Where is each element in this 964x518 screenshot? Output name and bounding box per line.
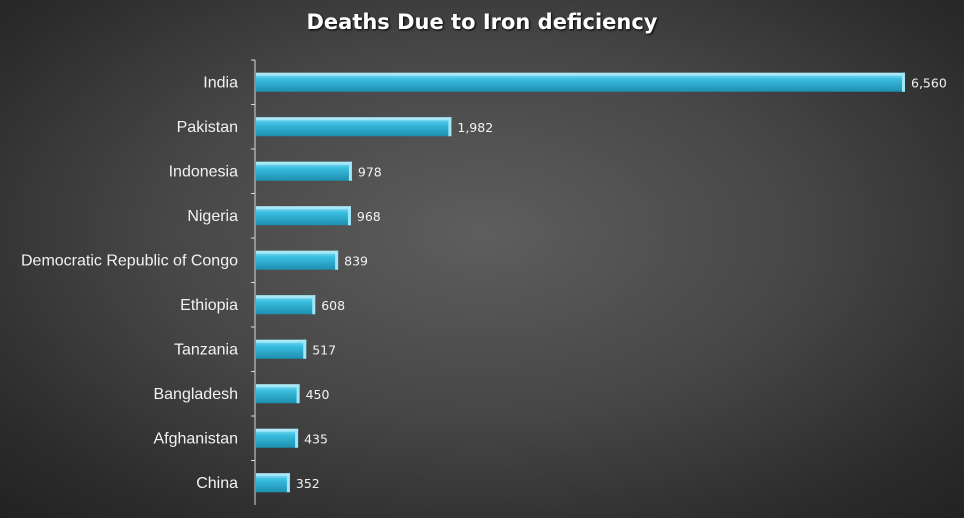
- bar-end-cap: [295, 428, 299, 448]
- bar-highlight: [256, 473, 290, 477]
- bar-highlight: [256, 339, 307, 343]
- value-label: 6,560: [911, 75, 947, 90]
- bar-end-cap: [335, 250, 339, 270]
- category-label: Tanzania: [174, 341, 238, 358]
- value-label: 450: [306, 387, 330, 402]
- bar: [256, 117, 452, 137]
- bar-body: [256, 295, 316, 315]
- bar-body: [256, 250, 339, 270]
- bar: [256, 206, 351, 226]
- bar-highlight: [256, 206, 351, 210]
- category-label: Ethiopia: [180, 297, 238, 314]
- value-label: 352: [296, 476, 320, 491]
- bar-end-cap: [296, 384, 300, 404]
- bar-end-cap: [348, 161, 352, 181]
- chart-title: Deaths Due to Iron deficiency: [306, 10, 658, 34]
- value-label: 435: [304, 431, 328, 446]
- bar-body: [256, 117, 452, 137]
- bar-end-cap: [347, 206, 351, 226]
- bar: [256, 384, 300, 404]
- category-label: Pakistan: [177, 119, 238, 136]
- bar-end-cap: [448, 117, 452, 137]
- category-label: Afghanistan: [153, 430, 238, 447]
- bar: [256, 339, 307, 359]
- bar: [256, 72, 905, 92]
- bar-highlight: [256, 384, 300, 388]
- bar: [256, 161, 352, 181]
- bar-body: [256, 339, 307, 359]
- bar-highlight: [256, 295, 316, 299]
- category-label: India: [203, 74, 238, 91]
- bar: [256, 428, 299, 448]
- bar-body: [256, 161, 352, 181]
- category-label: Bangladesh: [153, 386, 238, 403]
- bar-highlight: [256, 250, 339, 254]
- bar-end-cap: [303, 339, 307, 359]
- bar-highlight: [256, 161, 352, 165]
- bar: [256, 295, 316, 315]
- value-label: 839: [344, 253, 368, 268]
- value-label: 517: [312, 342, 336, 357]
- bar: [256, 250, 339, 270]
- bar-body: [256, 428, 299, 448]
- value-label: 608: [321, 298, 345, 313]
- bar-body: [256, 206, 351, 226]
- bar-body: [256, 384, 300, 404]
- bar-end-cap: [312, 295, 316, 315]
- category-label: Democratic Republic of Congo: [21, 252, 238, 269]
- bar-highlight: [256, 72, 905, 76]
- bar: [256, 473, 290, 493]
- bar-body: [256, 72, 905, 92]
- bar-end-cap: [286, 473, 290, 493]
- bar-body: [256, 473, 290, 493]
- bar-highlight: [256, 428, 299, 432]
- value-label: 978: [358, 164, 382, 179]
- bar-highlight: [256, 117, 452, 121]
- bar-end-cap: [902, 72, 905, 92]
- value-label: 1,982: [457, 120, 493, 135]
- category-label: China: [196, 475, 238, 492]
- category-label: Indonesia: [169, 163, 238, 180]
- category-label: Nigeria: [187, 208, 238, 225]
- value-label: 968: [357, 209, 381, 224]
